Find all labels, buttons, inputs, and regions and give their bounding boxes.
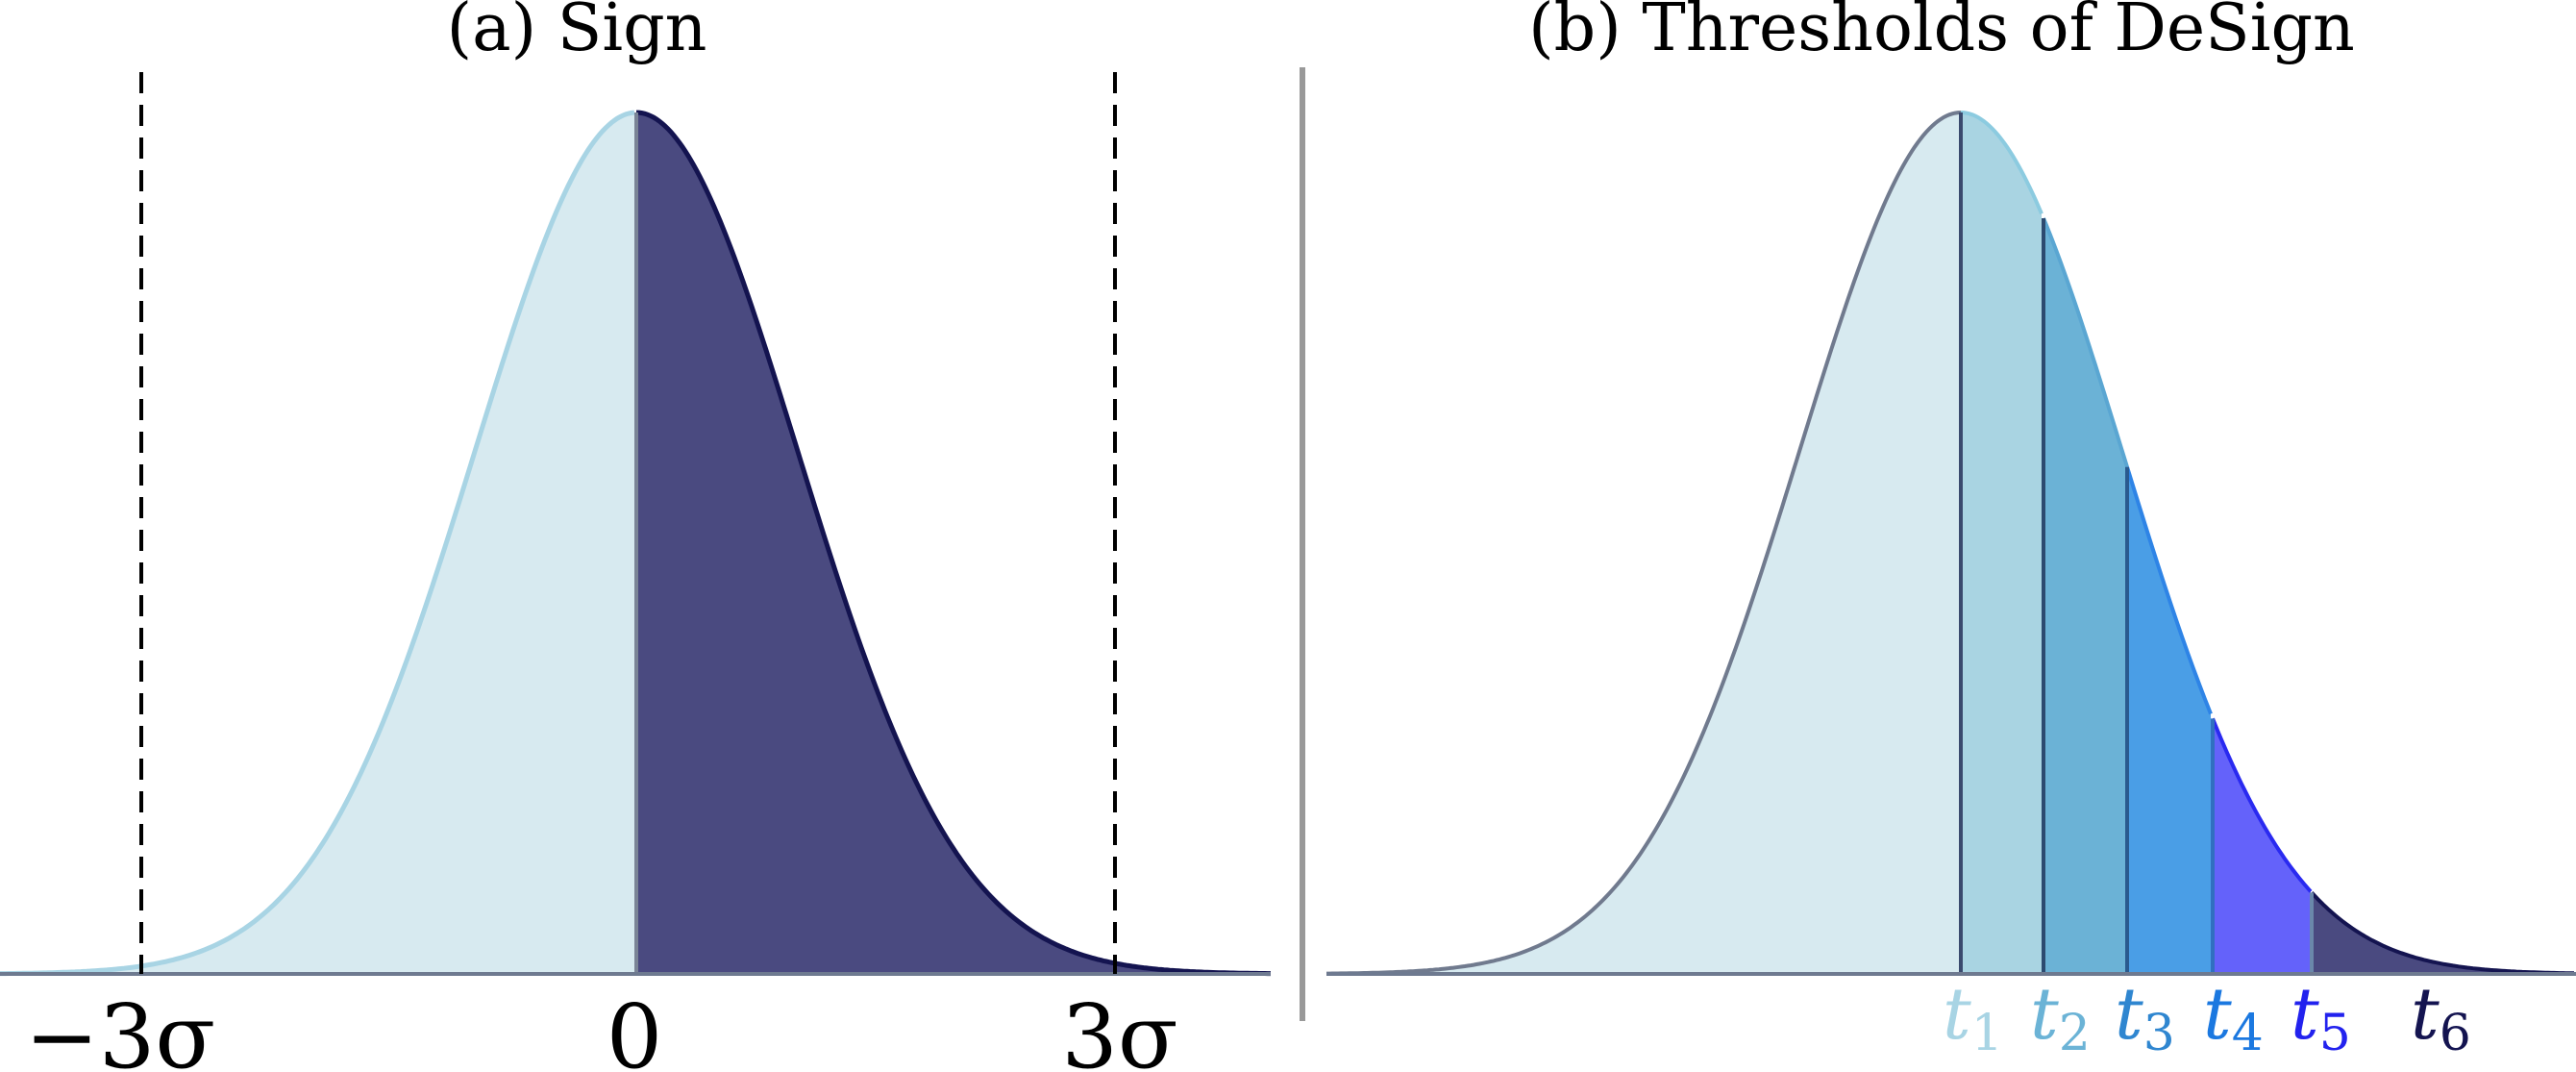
curve-segment-3 xyxy=(2042,217,2129,468)
threshold-curves xyxy=(1326,111,2574,976)
threshold-labels: t1 t2 t3 t4 t5 t6 xyxy=(1943,973,2471,1062)
panel-a-title: (a) Sign xyxy=(447,0,707,66)
positive-region xyxy=(636,112,1271,974)
region-2 xyxy=(1961,112,2043,974)
threshold-label-2: t2 xyxy=(2030,973,2091,1062)
positive-curve xyxy=(635,110,1271,977)
panel-sign: (a) Sign −3σ 0 3σ xyxy=(0,0,1271,1072)
panel-b-title: (b) Thresholds of DeSign xyxy=(1528,0,2355,66)
curve-segment-1 xyxy=(1326,111,1962,976)
region-1 xyxy=(1326,112,1961,974)
threshold-label-4: t4 xyxy=(2203,973,2264,1062)
curve-segment-2 xyxy=(1960,111,2043,215)
curve-segment-5 xyxy=(2211,717,2313,893)
region-3 xyxy=(2043,218,2127,974)
negative-region xyxy=(0,112,636,975)
threshold-label-3: t3 xyxy=(2115,973,2175,1062)
threshold-regions xyxy=(1326,112,2576,974)
tick-minus-three-sigma: −3σ xyxy=(25,985,215,1072)
region-4 xyxy=(2127,466,2213,974)
curve-segment-4 xyxy=(2125,466,2213,715)
threshold-label-5: t5 xyxy=(2291,973,2351,1062)
threshold-lines xyxy=(1959,112,2314,974)
negative-curve xyxy=(0,110,635,977)
region-5 xyxy=(2213,718,2312,974)
threshold-label-1: t1 xyxy=(1943,973,2003,1062)
threshold-label-6: t6 xyxy=(2411,973,2471,1062)
tick-three-sigma: 3σ xyxy=(1061,985,1177,1072)
panel-thresholds: (b) Thresholds of DeSign t1 t2 t3 t4 t5 t6 xyxy=(1326,0,2576,1062)
tick-zero: 0 xyxy=(607,985,663,1072)
region-6 xyxy=(2312,892,2576,974)
